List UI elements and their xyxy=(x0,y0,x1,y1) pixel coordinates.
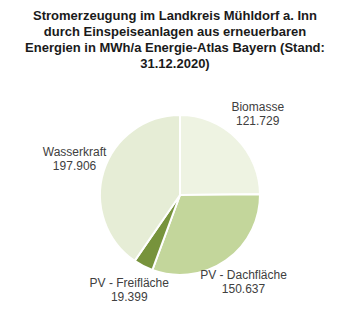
svg-text:Wasserkraft197.906: Wasserkraft197.906 xyxy=(43,145,107,173)
svg-text:Biomasse121.729: Biomasse121.729 xyxy=(231,100,284,128)
html-text:Stromerzeugung im Landkreis Mü: Stromerzeugung im Landkreis Mühldorf a. … xyxy=(25,8,325,71)
svg-text:PV - Freifläche19.399: PV - Freifläche19.399 xyxy=(90,276,170,304)
svg-text:PV - Dachfläche150.637: PV - Dachfläche150.637 xyxy=(200,268,287,296)
